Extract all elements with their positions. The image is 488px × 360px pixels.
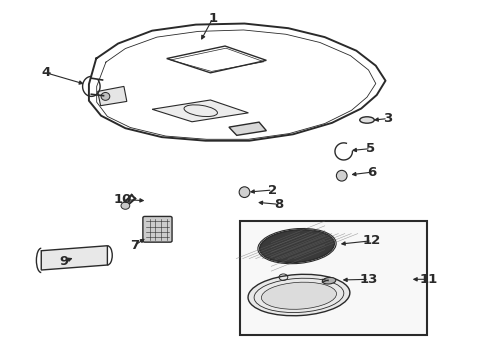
Polygon shape	[98, 86, 126, 106]
Ellipse shape	[101, 93, 110, 100]
Text: 7: 7	[130, 239, 140, 252]
Ellipse shape	[121, 202, 129, 209]
Text: 2: 2	[267, 184, 277, 197]
Text: 6: 6	[366, 166, 376, 179]
FancyBboxPatch shape	[142, 216, 172, 242]
Bar	[239, 221, 426, 336]
Text: 9: 9	[59, 255, 68, 268]
Text: 4: 4	[41, 66, 51, 79]
Ellipse shape	[336, 170, 346, 181]
Ellipse shape	[359, 117, 373, 123]
Polygon shape	[228, 122, 266, 135]
Polygon shape	[41, 246, 107, 270]
Ellipse shape	[239, 187, 249, 198]
Text: 10: 10	[114, 193, 132, 206]
Ellipse shape	[247, 274, 349, 316]
Ellipse shape	[261, 282, 336, 309]
Text: 12: 12	[362, 234, 380, 247]
Text: 11: 11	[418, 273, 437, 286]
Text: 8: 8	[273, 198, 283, 211]
Text: 3: 3	[383, 112, 392, 125]
Ellipse shape	[322, 278, 335, 284]
Text: 1: 1	[208, 12, 217, 25]
Polygon shape	[152, 100, 248, 122]
Text: 13: 13	[359, 273, 377, 286]
Text: 5: 5	[366, 142, 375, 155]
Ellipse shape	[259, 230, 334, 262]
